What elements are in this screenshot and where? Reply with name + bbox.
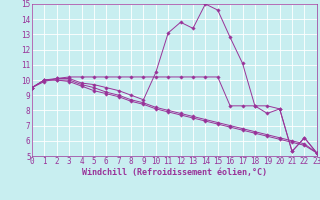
- X-axis label: Windchill (Refroidissement éolien,°C): Windchill (Refroidissement éolien,°C): [82, 168, 267, 177]
